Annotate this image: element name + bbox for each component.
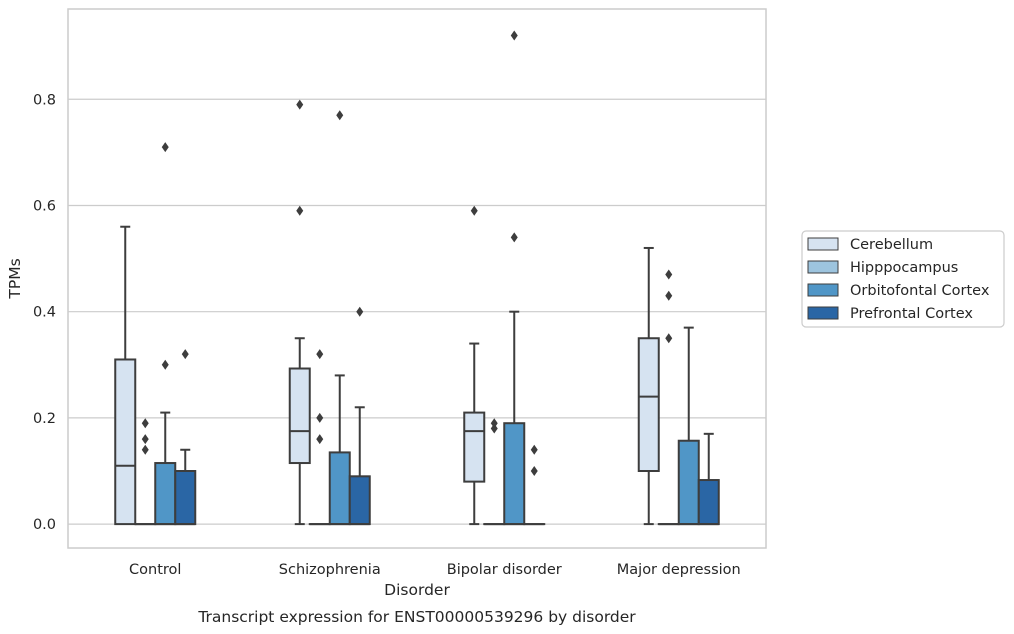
box-body [697, 479, 720, 526]
chart-caption: Transcript expression for ENST0000053929… [197, 608, 636, 626]
box-body [154, 462, 177, 526]
x-tick-label: Control [129, 562, 181, 578]
outlier-point [316, 412, 324, 423]
box-body [637, 337, 660, 473]
legend-frame [801, 230, 1005, 328]
box-body [114, 358, 137, 526]
x-tick-labels: Control Schizophrenia Bipolar disorder Majo… [129, 562, 741, 578]
outlier-point [665, 333, 673, 344]
outlier-point [316, 349, 324, 360]
legend-label: Prefrontal Cortex [850, 306, 973, 322]
box-group [288, 99, 371, 526]
legend: Cerebellum Hipppocampus Orbitofontal Corte… [801, 230, 1005, 328]
plot-frame [67, 8, 767, 549]
outlier-point [161, 359, 169, 370]
outlier-point [316, 434, 324, 445]
y-axis-label: TPMs [6, 258, 24, 299]
box-orbitofontal-cortex [154, 142, 177, 526]
box-group [114, 142, 197, 526]
outlier-point [470, 205, 478, 216]
outlier-point [296, 205, 304, 216]
y-tick-labels: 0.0 0.2 0.4 0.6 0.8 [33, 92, 56, 533]
outlier-point [490, 418, 498, 429]
y-tick-label: 0.0 [33, 517, 56, 533]
legend-swatch [807, 306, 839, 320]
box-group [637, 246, 720, 526]
legend-swatch [807, 237, 839, 251]
y-tick-label: 0.8 [33, 92, 56, 108]
outlier-point [141, 418, 149, 429]
box-body [503, 422, 526, 526]
box-cerebellum [637, 246, 660, 526]
outlier-point [510, 30, 518, 41]
x-tick-label: Major depression [617, 562, 741, 578]
box-cerebellum [114, 225, 137, 526]
box-group [463, 30, 546, 526]
y-tick-label: 0.4 [33, 305, 56, 321]
box-orbitofontal-cortex [677, 326, 700, 526]
box-cerebellum [463, 205, 486, 526]
outlier-point [181, 349, 189, 360]
box-cerebellum [288, 99, 311, 526]
outlier-point [336, 110, 344, 121]
box-body [348, 475, 371, 526]
box-body [463, 411, 486, 483]
legend-label: Orbitofontal Cortex [850, 283, 990, 299]
box-hipppocampus [657, 269, 680, 526]
outlier-point [530, 466, 538, 476]
outlier-point [530, 444, 538, 455]
y-tick-label: 0.6 [33, 198, 56, 214]
legend-label: Hipppocampus [850, 260, 958, 276]
outlier-point [161, 142, 169, 153]
outlier-point [665, 290, 673, 301]
outlier-point [356, 306, 364, 317]
y-tick-label: 0.2 [33, 411, 56, 427]
box-groups [114, 30, 720, 526]
outlier-point [510, 232, 518, 243]
box-orbitofontal-cortex [503, 30, 526, 526]
outlier-point [296, 99, 304, 110]
outlier-point [490, 423, 498, 434]
box-prefrontal-cortex [523, 444, 546, 526]
legend-swatch [807, 283, 839, 297]
legend-label: Cerebellum [850, 237, 933, 253]
box-body [677, 439, 700, 526]
box-body [288, 367, 311, 465]
outlier-point [141, 434, 149, 445]
box-prefrontal-cortex [697, 432, 720, 526]
box-prefrontal-cortex [174, 349, 197, 526]
x-tick-label: Schizophrenia [279, 562, 381, 578]
x-tick-label: Bipolar disorder [447, 562, 562, 578]
box-body [174, 470, 197, 526]
box-prefrontal-cortex [348, 306, 371, 526]
legend-swatch [807, 260, 839, 274]
x-axis-label: Disorder [384, 581, 450, 599]
box-body [328, 451, 351, 526]
box-hipppocampus [308, 349, 331, 526]
outlier-point [665, 269, 673, 280]
outlier-point [141, 444, 149, 455]
